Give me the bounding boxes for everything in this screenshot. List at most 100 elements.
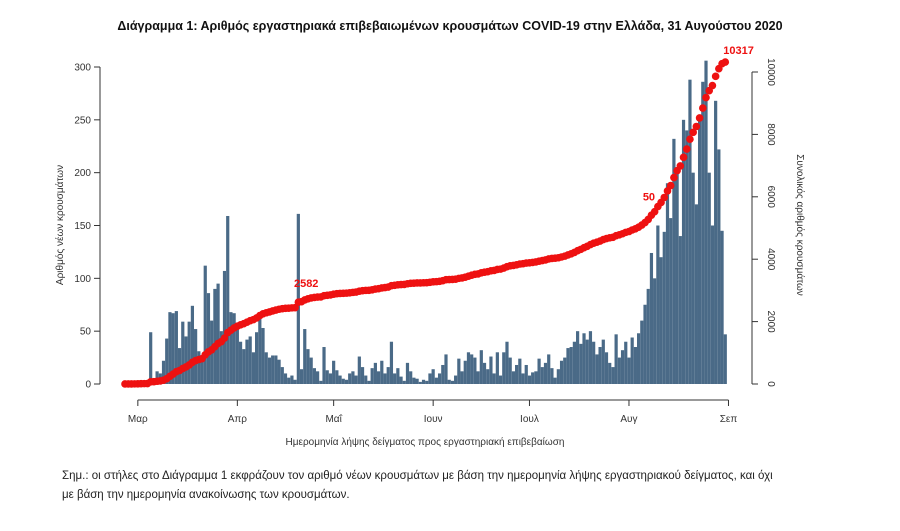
bar [697,119,702,384]
y-tick-label: 0 [85,380,91,391]
x-axis-label: Ημερομηνία λήψης δείγματος προς εργαστηρ… [286,436,565,448]
cumulative-point [660,193,669,202]
cumulative-point [702,93,710,102]
bars-group [123,60,727,385]
bar [681,119,686,384]
bar [418,381,422,384]
bar [592,341,596,384]
bar [325,370,329,384]
bar [219,331,223,384]
bar [598,347,602,384]
bar [714,100,718,385]
y-tick-label: 100 [74,274,91,285]
cumulative-point [695,114,704,122]
bar [293,379,297,384]
cumulative-point [689,128,697,137]
bar [168,312,172,384]
bar [627,357,631,384]
bar [646,288,650,384]
bar [261,327,265,384]
y-tick-label: 300 [74,63,91,74]
bar [649,252,654,384]
bar [640,320,644,384]
bar [669,218,673,384]
bar [306,349,310,384]
bar [258,312,262,384]
bar [255,332,259,384]
bar [360,367,365,384]
bar [267,357,272,384]
cumulative-point [686,135,694,143]
bar [511,371,516,384]
bar [412,377,416,384]
bar [601,339,605,384]
bar [341,378,345,384]
bar [450,380,455,384]
x-tick-label: Αυγ [620,414,637,425]
bar [630,337,634,384]
bar [383,373,387,384]
bar [521,373,525,384]
cumulative-line-group: 2582 50 10317 [121,45,754,388]
bar [367,380,371,384]
bar [238,341,243,384]
bar [344,379,349,384]
bar [373,362,377,384]
bar [720,230,724,384]
bar [187,321,191,384]
bar [537,358,541,384]
y-axis-label: Αριθμός νέων κρουσμάτων [54,165,66,285]
bar [251,352,255,384]
bar [380,360,384,384]
bar [550,368,554,384]
cumulative-point [721,58,730,66]
bar [588,331,593,384]
bar [174,311,178,384]
bar [508,357,512,384]
bar [585,339,589,384]
bar [393,373,397,384]
y2-tick-label: 10000 [765,58,776,86]
bar [216,283,220,384]
bar [283,373,288,384]
bar [245,339,249,384]
bar [463,360,467,384]
cumulative-point [711,72,720,81]
bar [582,333,586,384]
bar [354,375,358,384]
bar [312,368,316,384]
x-tick-label: Μαΐ [325,413,342,425]
bar [206,293,211,384]
bar [704,60,708,384]
bar [229,312,233,384]
bar [620,350,625,384]
bar [604,352,609,384]
bar [470,354,474,384]
bar [264,352,268,384]
bar [299,369,304,384]
bar [409,371,413,384]
bar [476,371,480,384]
chart-title: Διάγραμμα 1: Αριθμός εργαστηριακά επιβεβ… [117,19,782,33]
bar [486,369,490,384]
bar [399,376,403,384]
y-tick-label: 200 [74,168,91,179]
bar [280,367,284,384]
y-tick-label: 150 [74,221,91,232]
bar [659,257,663,384]
cumulative-point [670,173,678,182]
y2-tick-label: 4000 [765,248,776,271]
y2-axis-label: Συνολικός αριθμός κρουσμάτων [794,154,806,296]
bar [457,358,461,384]
bar [405,362,410,384]
bar [376,371,381,384]
bar [608,362,612,384]
bar [309,357,313,384]
bar [194,329,198,384]
bar [161,360,166,384]
bar [473,357,477,384]
x-tick-label: Ιουν [424,414,443,425]
y-tick-label: 50 [80,327,92,338]
x-tick-label: Απρ [228,414,248,425]
bar [495,352,499,384]
